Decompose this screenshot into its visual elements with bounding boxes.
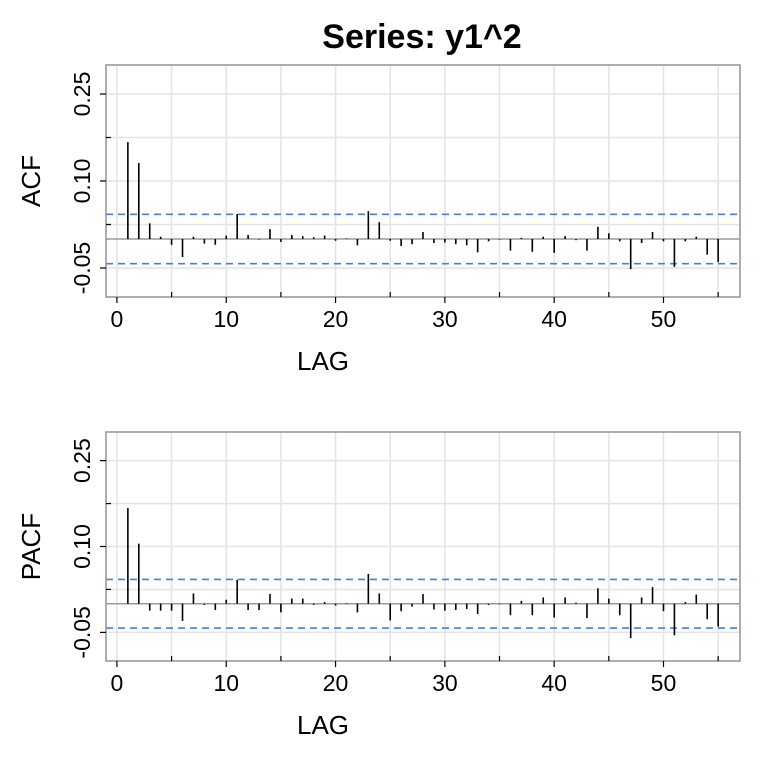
pacf-xtick-label: 50 (651, 670, 677, 696)
pacf-xtick-label: 30 (432, 670, 458, 696)
acf-ytick-label: -0.05 (69, 242, 95, 294)
acf-ytick-label: 0.25 (69, 72, 95, 117)
acf-xtick-label: 30 (432, 306, 458, 332)
pacf-xtick-label: 20 (323, 670, 349, 696)
figure-title: Series: y1^2 (322, 18, 521, 56)
pacf-yaxis-title: PACF (16, 513, 46, 580)
acf-xtick-label: 0 (111, 306, 124, 332)
acf-yaxis-title: ACF (16, 155, 46, 207)
pacf-xtick-label: 40 (541, 670, 567, 696)
acf-xtick-label: 50 (651, 306, 677, 332)
acf-xtick-label: 10 (213, 306, 239, 332)
pacf-ytick-label: 0.10 (69, 524, 95, 569)
acf-ytick-label: 0.10 (69, 159, 95, 204)
pacf-xtick-label: 10 (213, 670, 239, 696)
acf-xtick-label: 20 (323, 306, 349, 332)
pacf-ytick-label: 0.25 (69, 438, 95, 483)
acf-xtick-label: 40 (541, 306, 567, 332)
pacf-xaxis-title: LAG (297, 710, 349, 740)
acf-panel: 0 10 20 30 40 50 -0.05 0.10 0.25 LAG ACF (16, 64, 741, 376)
pacf-ytick-label: -0.05 (69, 606, 95, 658)
acf-xaxis-title: LAG (297, 346, 349, 376)
pacf-panel: 0 10 20 30 40 50 -0.05 0.10 0.25 LAG PACF (16, 431, 741, 740)
pacf-xtick-label: 0 (111, 670, 124, 696)
